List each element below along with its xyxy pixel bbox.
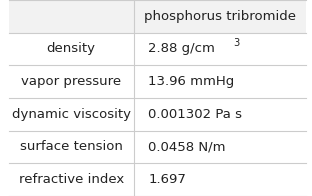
- Text: 2.88 g/cm: 2.88 g/cm: [149, 43, 215, 55]
- Text: 3: 3: [233, 38, 240, 48]
- FancyBboxPatch shape: [9, 163, 306, 196]
- Text: vapor pressure: vapor pressure: [21, 75, 121, 88]
- Text: 0.0458 N/m: 0.0458 N/m: [149, 141, 226, 153]
- Text: density: density: [47, 43, 96, 55]
- FancyBboxPatch shape: [9, 98, 306, 131]
- FancyBboxPatch shape: [9, 33, 306, 65]
- Text: 1.697: 1.697: [149, 173, 186, 186]
- FancyBboxPatch shape: [9, 131, 306, 163]
- Text: 13.96 mmHg: 13.96 mmHg: [149, 75, 235, 88]
- FancyBboxPatch shape: [9, 65, 306, 98]
- FancyBboxPatch shape: [9, 0, 306, 33]
- Text: surface tension: surface tension: [20, 141, 123, 153]
- Text: dynamic viscosity: dynamic viscosity: [12, 108, 131, 121]
- Text: phosphorus tribromide: phosphorus tribromide: [144, 10, 296, 23]
- Text: 0.001302 Pa s: 0.001302 Pa s: [149, 108, 242, 121]
- Text: refractive index: refractive index: [18, 173, 124, 186]
